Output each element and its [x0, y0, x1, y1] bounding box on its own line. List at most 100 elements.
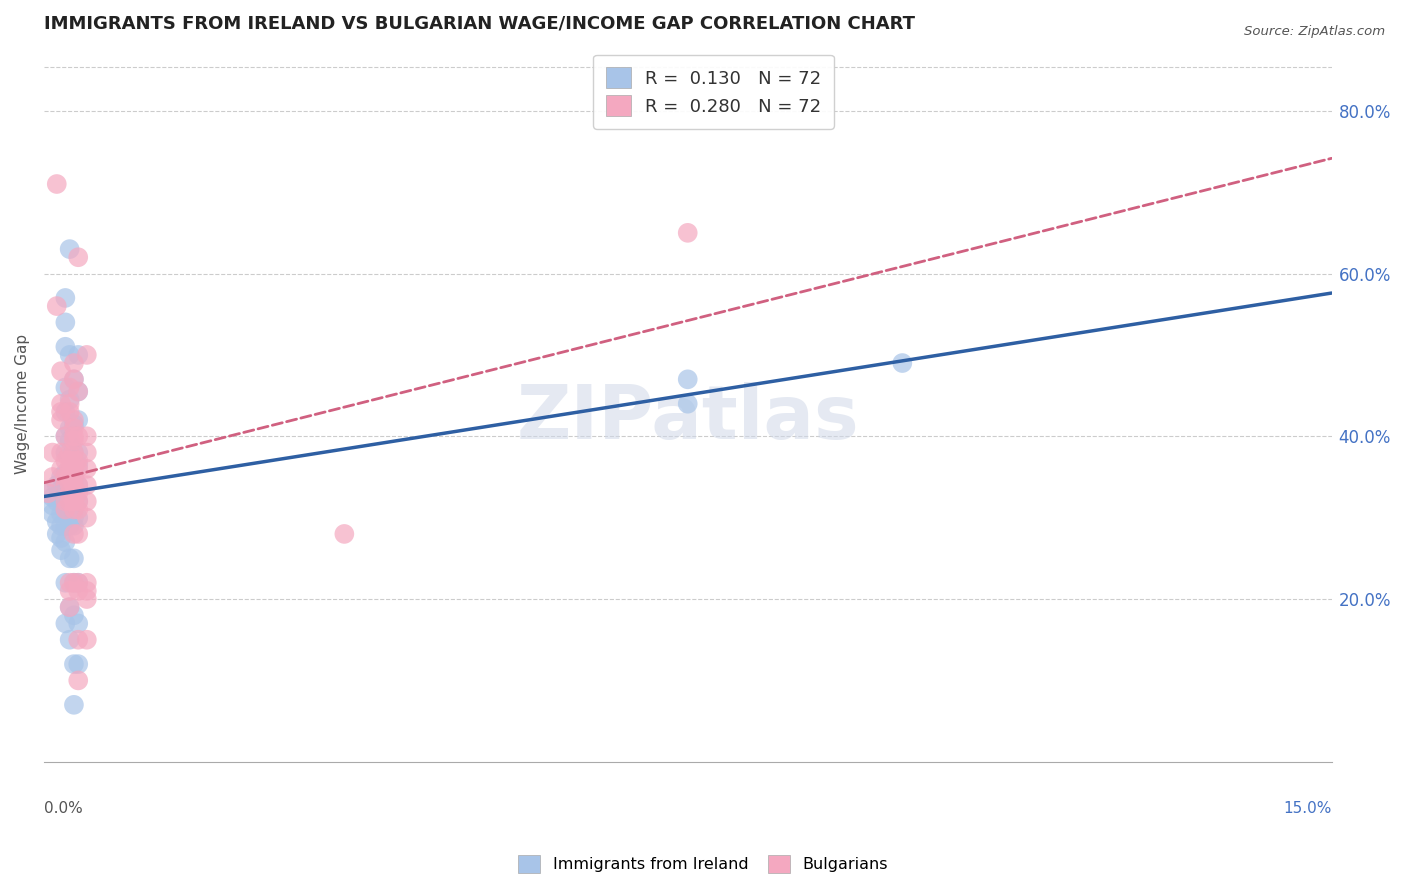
Immigrants from Ireland [63, 502, 86, 516]
Immigrants from Ireland [59, 434, 82, 448]
Bulgarians [76, 575, 98, 590]
Bulgarians [63, 413, 86, 427]
Immigrants from Ireland [63, 466, 86, 480]
Bulgarians [67, 486, 90, 500]
Text: 15.0%: 15.0% [1284, 801, 1331, 816]
Bulgarians [76, 445, 98, 459]
Legend: Immigrants from Ireland, Bulgarians: Immigrants from Ireland, Bulgarians [512, 848, 894, 880]
Immigrants from Ireland [63, 657, 86, 672]
Bulgarians [53, 502, 76, 516]
Bulgarians [63, 486, 86, 500]
Immigrants from Ireland [53, 518, 76, 533]
Legend: R =  0.130   N = 72, R =  0.280   N = 72: R = 0.130 N = 72, R = 0.280 N = 72 [593, 54, 834, 129]
Bulgarians [67, 250, 90, 264]
Immigrants from Ireland [59, 421, 82, 435]
Bulgarians [41, 445, 63, 459]
Bulgarians [49, 397, 72, 411]
Immigrants from Ireland [63, 518, 86, 533]
Bulgarians [63, 527, 86, 541]
Bulgarians [67, 632, 90, 647]
Immigrants from Ireland [45, 478, 67, 492]
Bulgarians [76, 462, 98, 476]
Immigrants from Ireland [59, 242, 82, 256]
Bulgarians [76, 583, 98, 598]
Bulgarians [63, 434, 86, 448]
Bulgarians [45, 299, 67, 313]
Bulgarians [49, 364, 72, 378]
Immigrants from Ireland [41, 507, 63, 521]
Immigrants from Ireland [59, 478, 82, 492]
Bulgarians [59, 600, 82, 615]
Immigrants from Ireland [45, 515, 67, 529]
Immigrants from Ireland [49, 518, 72, 533]
Bulgarians [63, 494, 86, 508]
Bulgarians [59, 494, 82, 508]
Bulgarians [49, 405, 72, 419]
Bulgarians [49, 413, 72, 427]
Immigrants from Ireland [49, 531, 72, 545]
Immigrants from Ireland [53, 466, 76, 480]
Bulgarians [67, 478, 90, 492]
Immigrants from Ireland [53, 478, 76, 492]
Immigrants from Ireland [63, 494, 86, 508]
Immigrants from Ireland [67, 445, 90, 459]
Bulgarians [76, 632, 98, 647]
Bulgarians [45, 177, 67, 191]
Immigrants from Ireland [67, 413, 90, 427]
Bulgarians [49, 445, 72, 459]
Bulgarians [67, 502, 90, 516]
Bulgarians [59, 583, 82, 598]
Immigrants from Ireland [53, 291, 76, 305]
Immigrants from Ireland [53, 405, 76, 419]
Immigrants from Ireland [67, 478, 90, 492]
Immigrants from Ireland [891, 356, 914, 370]
Immigrants from Ireland [59, 600, 82, 615]
Immigrants from Ireland [53, 380, 76, 394]
Immigrants from Ireland [63, 474, 86, 488]
Bulgarians [59, 453, 82, 467]
Bulgarians [67, 384, 90, 399]
Immigrants from Ireland [63, 698, 86, 712]
Immigrants from Ireland [63, 510, 86, 524]
Bulgarians [63, 453, 86, 467]
Text: IMMIGRANTS FROM IRELAND VS BULGARIAN WAGE/INCOME GAP CORRELATION CHART: IMMIGRANTS FROM IRELAND VS BULGARIAN WAG… [44, 15, 915, 33]
Bulgarians [63, 429, 86, 443]
Immigrants from Ireland [49, 507, 72, 521]
Immigrants from Ireland [49, 470, 72, 484]
Bulgarians [76, 429, 98, 443]
Bulgarians [67, 673, 90, 688]
Bulgarians [67, 583, 90, 598]
Bulgarians [59, 486, 82, 500]
Bulgarians [37, 486, 59, 500]
Immigrants from Ireland [59, 392, 82, 407]
Bulgarians [59, 470, 82, 484]
Immigrants from Ireland [53, 429, 76, 443]
Immigrants from Ireland [63, 486, 86, 500]
Bulgarians [59, 478, 82, 492]
Bulgarians [59, 380, 82, 394]
Immigrants from Ireland [45, 527, 67, 541]
Bulgarians [76, 348, 98, 362]
Bulgarians [67, 429, 90, 443]
Bulgarians [67, 527, 90, 541]
Bulgarians [76, 494, 98, 508]
Immigrants from Ireland [59, 632, 82, 647]
Bulgarians [67, 453, 90, 467]
Immigrants from Ireland [49, 494, 72, 508]
Bulgarians [76, 478, 98, 492]
Immigrants from Ireland [45, 494, 67, 508]
Immigrants from Ireland [67, 616, 90, 631]
Text: ZIPatlas: ZIPatlas [516, 382, 859, 455]
Bulgarians [67, 462, 90, 476]
Bulgarians [63, 421, 86, 435]
Bulgarians [67, 494, 90, 508]
Immigrants from Ireland [63, 551, 86, 566]
Immigrants from Ireland [59, 466, 82, 480]
Bulgarians [59, 462, 82, 476]
Text: Source: ZipAtlas.com: Source: ZipAtlas.com [1244, 25, 1385, 38]
Bulgarians [53, 470, 76, 484]
Bulgarians [53, 478, 76, 492]
Text: 0.0%: 0.0% [44, 801, 83, 816]
Immigrants from Ireland [67, 384, 90, 399]
Bulgarians [53, 494, 76, 508]
